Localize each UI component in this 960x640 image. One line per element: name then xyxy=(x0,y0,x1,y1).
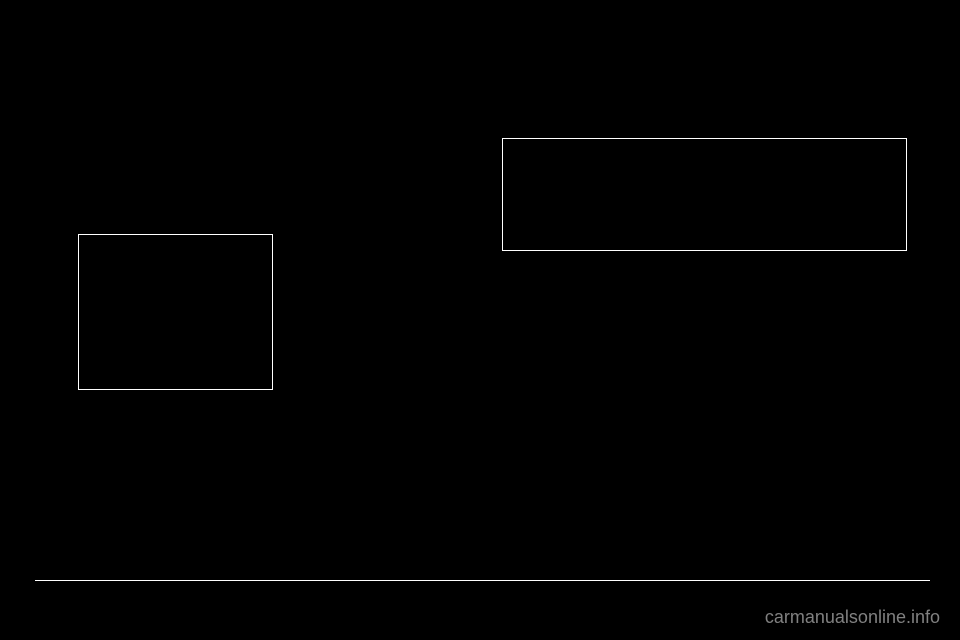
image-placeholder-right xyxy=(502,138,907,251)
page-divider xyxy=(35,580,930,581)
image-placeholder-left xyxy=(78,234,273,390)
watermark-text: carmanualsonline.info xyxy=(765,607,940,628)
